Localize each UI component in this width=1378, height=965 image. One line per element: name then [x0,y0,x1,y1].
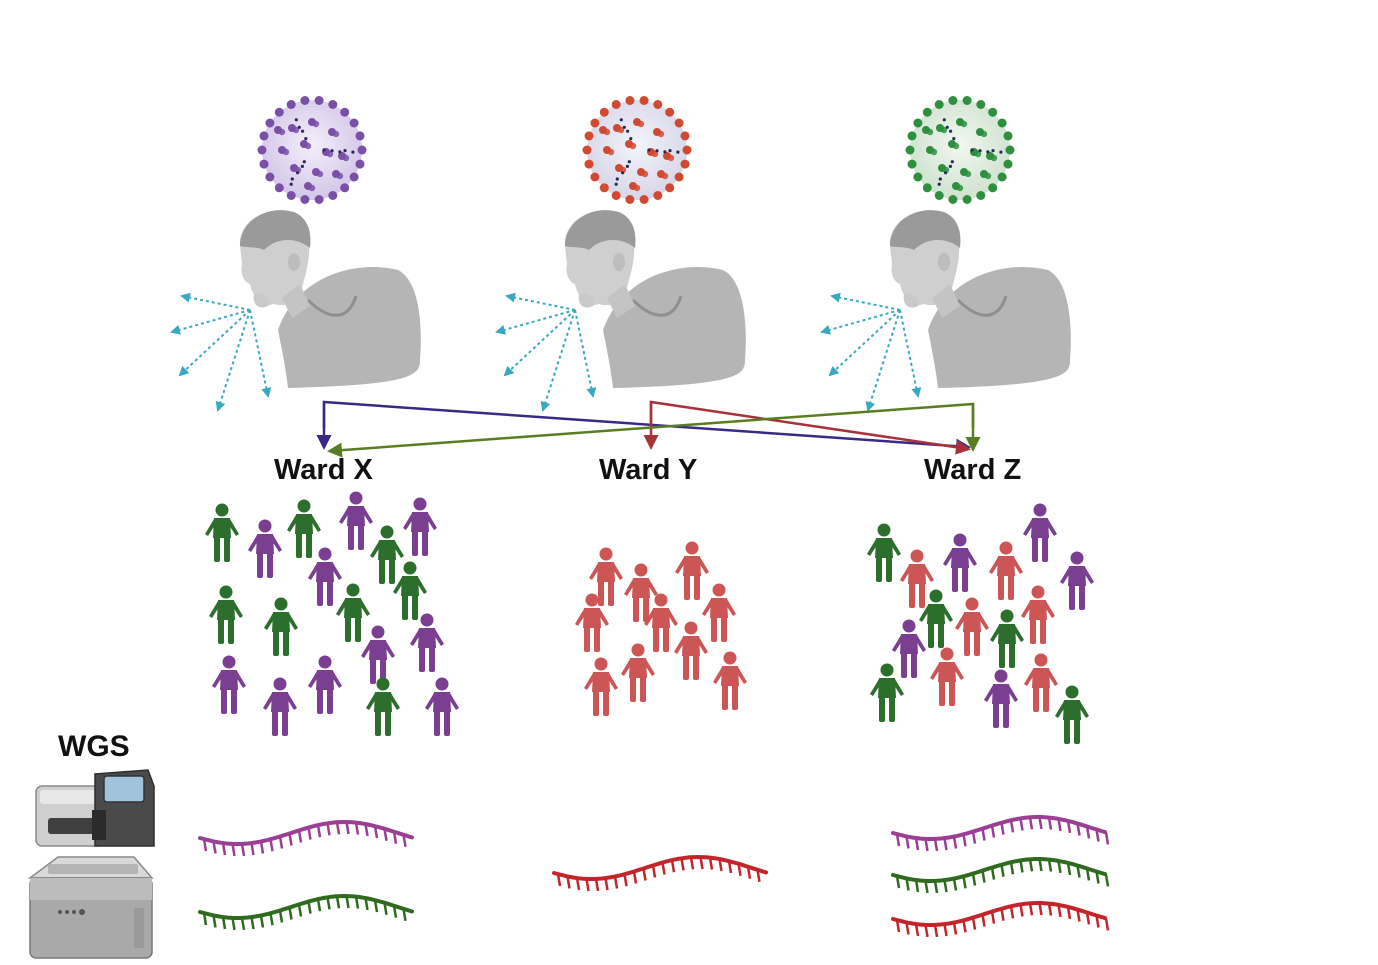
sequence-strand [198,893,414,931]
person-icon-green [870,663,904,722]
person-icon-red [644,593,678,652]
genome-sequences [198,815,1110,938]
person-icon-purple [984,669,1018,728]
sequencer-machine-icon [27,769,155,959]
breath-line [495,309,576,335]
red-virus-icon [582,96,692,204]
breath-line [820,309,901,335]
person-icon-purple [943,533,977,592]
person-icon-red [675,541,709,600]
sequence-strand [891,901,1110,938]
person-icon-purple [425,677,459,736]
green-virus-icon [905,96,1015,204]
person-icon-green [370,525,404,584]
person-icon-green [393,561,427,620]
patient-group [170,210,1071,412]
ward-z-crowd [867,503,1094,744]
person-icon-purple [892,619,926,678]
person-icon-green [287,499,321,558]
person-icon-purple [403,497,437,556]
person-icon-green [209,585,243,644]
person-icon-purple [263,677,297,736]
person-icon-red [1024,653,1058,712]
sequence-strand [891,857,1110,894]
person-icon-green [1055,685,1089,744]
person-icon-green [336,583,370,642]
ward-y-label: Ward Y [599,454,698,486]
person-icon-purple [1060,551,1094,610]
arrow-purple-virus [322,400,971,454]
person-icon-red [930,647,964,706]
breath-line [865,309,901,412]
sequence-strand [198,819,414,857]
person-icon-purple [212,655,246,714]
person-icon-red [955,597,989,656]
person-icon-purple [339,491,373,550]
breath-line [249,309,272,398]
coughing-patient-icon [889,210,1071,388]
breath-line [574,309,597,398]
transmission-arrows [316,400,981,458]
person-icon-red [674,621,708,680]
breath-line [828,309,901,377]
person-icon-purple [1023,503,1057,562]
sequence-strand [552,854,768,892]
person-icon-purple [361,625,395,684]
virus-group [257,96,1015,204]
person-icon-green [264,597,298,656]
ward-y-crowd [575,541,747,716]
ward-z-label: Ward Z [924,454,1022,486]
breath-line [170,309,251,335]
person-icon-green [205,503,239,562]
coughing-patient-icon [239,210,421,388]
person-icon-green [990,609,1024,668]
wgs-label: WGS [58,730,130,763]
person-icon-purple [308,547,342,606]
breath-line [505,292,576,311]
ward-x-crowd [205,491,459,736]
person-icon-red [702,583,736,642]
coughing-patient-icon [564,210,746,388]
person-icon-red [584,657,618,716]
breath-line [180,292,251,311]
breath-line [215,309,251,412]
breath-line [899,309,922,398]
person-icon-red [713,651,747,710]
person-icon-red [989,541,1023,600]
purple-virus-icon [257,96,367,204]
breath-line [503,309,576,377]
person-icon-red [900,549,934,608]
person-icon-purple [308,655,342,714]
breath-line [540,309,576,412]
person-icon-red [1021,585,1055,644]
breath-line [830,292,901,311]
ward-crowds [205,491,1094,744]
person-icon-purple [248,519,282,578]
ward-x-label: Ward X [274,454,373,486]
sequence-strand [891,815,1110,852]
person-icon-red [621,643,655,702]
person-icon-purple [410,613,444,672]
person-icon-green [867,523,901,582]
person-icon-green [366,677,400,736]
breath-line [178,309,251,377]
